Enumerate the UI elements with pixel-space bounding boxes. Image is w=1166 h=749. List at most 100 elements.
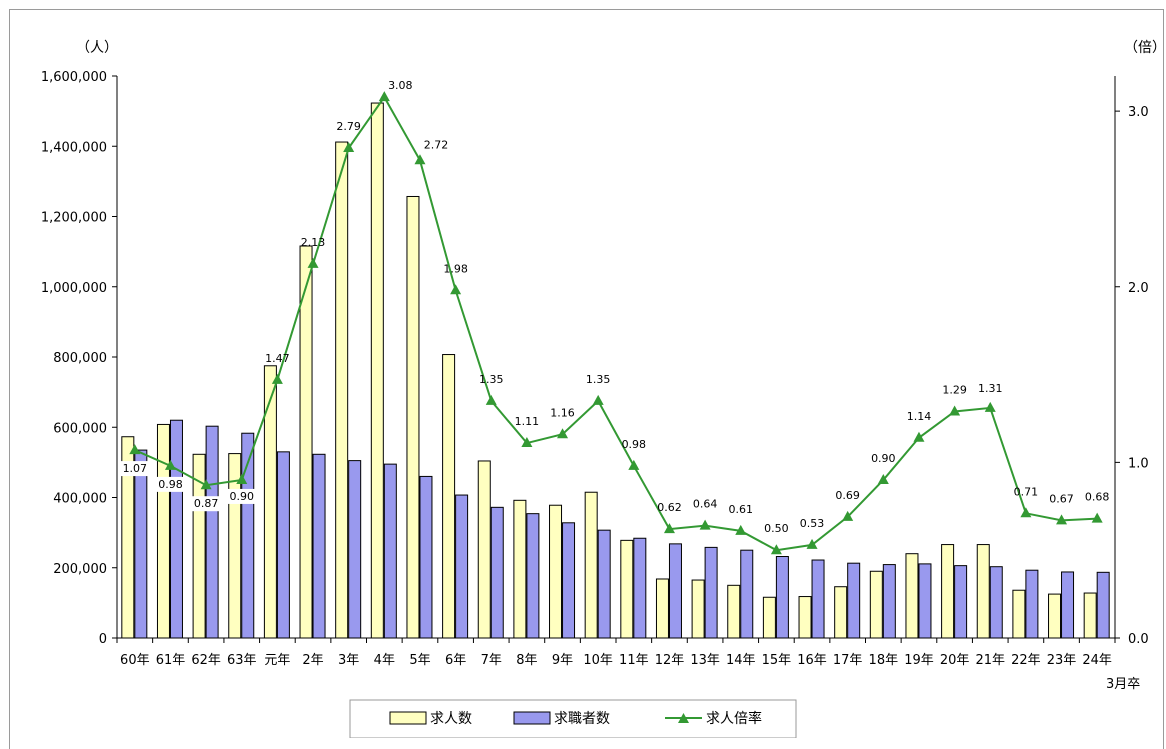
- bar-求人数: [655, 578, 669, 639]
- bar-求人数: [869, 570, 883, 639]
- ratio-data-label: 0.53: [800, 517, 825, 530]
- ratio-marker: [485, 394, 497, 405]
- ratio-marker: [984, 401, 996, 412]
- ratio-marker: [414, 154, 426, 165]
- legend-label-求人数: 求人数: [430, 711, 472, 727]
- bar-求人数: [370, 102, 384, 639]
- bar-求職者数: [847, 562, 861, 639]
- ratio-data-label: 2.79: [336, 120, 361, 133]
- y-left-tick-label: 400,000: [53, 492, 107, 507]
- x-tick-label: 7年: [481, 653, 502, 668]
- bar-求人数: [156, 423, 170, 639]
- bar-求職者数: [348, 460, 362, 639]
- axes-layer: 0 200,000 400,000 600,000 800,000 1,000,000 1,…: [41, 70, 1149, 668]
- bar-求人数: [834, 586, 848, 639]
- bar-求職者数: [704, 546, 718, 639]
- ratio-marker: [735, 524, 747, 535]
- x-tick-label: 23年: [1047, 653, 1077, 668]
- bar-求人数: [549, 504, 563, 639]
- bar-求職者数: [597, 529, 611, 639]
- x-tick-label: 12年: [655, 653, 685, 668]
- bar-求職者数: [775, 556, 789, 639]
- ratio-marker: [164, 459, 176, 470]
- ratio-marker: [628, 459, 640, 470]
- bar-求職者数: [668, 543, 682, 639]
- legend: 求人数 求職者数 求人倍率: [349, 699, 797, 738]
- bar-求職者数: [1025, 569, 1039, 639]
- bar-求職者数: [918, 563, 932, 639]
- bar-求職者数: [811, 559, 825, 639]
- y-left-tick-label: 1,400,000: [41, 140, 107, 155]
- ratio-data-label: 1.16: [550, 406, 575, 419]
- ratio-data-label: 1.47: [265, 352, 290, 365]
- ratio-label-bg: [118, 461, 151, 477]
- ratio-data-label: 0.67: [1049, 492, 1074, 505]
- ratio-data-label: 0.90: [871, 452, 896, 465]
- bar-求職者数: [954, 565, 968, 639]
- bar-求職者数: [455, 494, 469, 639]
- x-tick-label: 20年: [940, 653, 970, 668]
- y-right-tick-label: 1.0: [1128, 456, 1149, 471]
- ratio-marker: [343, 142, 355, 153]
- ratio-marker: [307, 257, 319, 268]
- bar-求人数: [442, 354, 456, 639]
- ratio-marker: [770, 544, 782, 555]
- bar-求職者数: [205, 425, 219, 639]
- ratio-data-label: 3.08: [388, 79, 413, 92]
- x-tick-label: 60年: [120, 653, 150, 668]
- ratio-data-label: 0.50: [764, 522, 789, 535]
- ratio-marker: [236, 473, 248, 484]
- ratio-marker: [129, 444, 141, 455]
- bar-求人数: [727, 584, 741, 639]
- ratio-data-label: 1.14: [907, 410, 932, 423]
- bar-求職者数: [134, 449, 148, 639]
- y-left-tick-label: 1,200,000: [41, 211, 107, 226]
- legend-swatch-求人数: [389, 711, 427, 725]
- ratio-marker: [271, 373, 283, 384]
- ratio-line-layer: 1.07 0.98 0.87 0.90 1.47 2.13 2.79 3.08 2.72 1.98…: [118, 79, 1109, 555]
- bar-求職者数: [526, 513, 540, 639]
- bar-求人数: [1083, 592, 1097, 639]
- x-tick-label: 6年: [445, 653, 466, 668]
- bar-求職者数: [633, 537, 647, 639]
- ratio-data-label: 1.35: [586, 373, 611, 386]
- ratio-data-label: 1.98: [443, 262, 468, 275]
- ratio-data-label: 0.71: [1014, 485, 1039, 498]
- ratio-data-label: 0.98: [622, 438, 647, 451]
- ratio-data-label: 0.87: [194, 497, 219, 510]
- bar-求職者数: [989, 566, 1003, 639]
- ratio-data-label: 1.29: [942, 383, 967, 396]
- ratio-data-label: 1.31: [978, 382, 1003, 395]
- bar-求職者数: [169, 419, 183, 639]
- bar-求職者数: [1096, 571, 1110, 639]
- ratio-label-bg: [154, 476, 187, 492]
- bar-求人数: [335, 141, 349, 639]
- x-tick-label: 22年: [1011, 653, 1041, 668]
- ratio-marker: [699, 519, 711, 530]
- x-tick-label: 9年: [552, 653, 573, 668]
- bar-求人数: [976, 544, 990, 639]
- ratio-marker: [1091, 512, 1103, 523]
- bar-求人数: [941, 544, 955, 639]
- bar-求人数: [406, 195, 420, 639]
- y-left-tick-label: 200,000: [53, 562, 107, 577]
- y-right-tick-label: 2.0: [1128, 281, 1149, 296]
- x-tick-label: 63年: [227, 653, 257, 668]
- bar-求職者数: [419, 475, 433, 639]
- ratio-marker: [557, 428, 569, 439]
- ratio-data-label: 0.98: [158, 478, 183, 491]
- y-left-tick-label: 0: [99, 632, 107, 647]
- y-left-tick-label: 1,600,000: [41, 70, 107, 85]
- y-right-tick-label: 3.0: [1128, 105, 1149, 120]
- x-tick-label: 16年: [797, 653, 827, 668]
- bar-求人数: [263, 365, 277, 639]
- bar-求人数: [1012, 589, 1026, 639]
- bar-求人数: [299, 245, 313, 639]
- ratio-marker: [1020, 507, 1032, 518]
- legend-swatch-求職者数: [513, 711, 551, 725]
- ratio-data-label: 0.62: [657, 501, 682, 514]
- legend-label-求職者数: 求職者数: [554, 711, 610, 727]
- ratio-marker: [592, 394, 604, 405]
- x-tick-label: 14年: [726, 653, 756, 668]
- bar-求職者数: [882, 564, 896, 639]
